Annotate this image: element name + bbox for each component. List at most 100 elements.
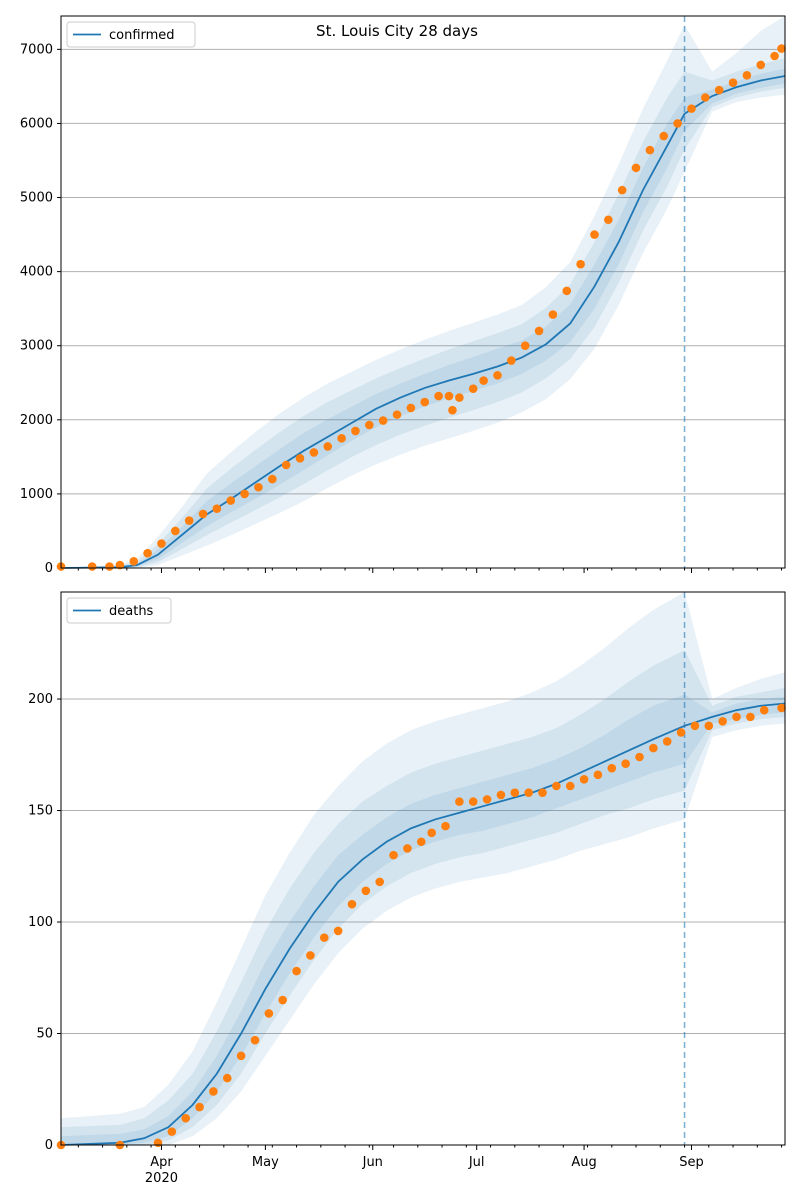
observed-point [690, 721, 700, 731]
axes-frame [60, 591, 786, 1146]
observed-point [468, 384, 478, 393]
observed-point [579, 775, 589, 784]
observed-point [406, 403, 416, 413]
y-tick-label: 0 [45, 1138, 53, 1153]
y-tick-label: 7000 [20, 42, 53, 57]
observed-point [718, 717, 727, 726]
observed-point [565, 781, 575, 791]
y-tick-label: 0 [45, 561, 53, 576]
observed-point [631, 163, 641, 173]
observed-point [468, 797, 478, 806]
observed-point [617, 185, 627, 195]
observed-point [676, 728, 686, 737]
observed-point [746, 712, 755, 722]
y-tick-label: 1000 [20, 487, 53, 502]
observed-point [548, 310, 558, 319]
observed-point [181, 1113, 191, 1123]
observed-point [226, 496, 236, 505]
observed-point [493, 371, 502, 380]
observed-point [351, 426, 360, 436]
observed-point [649, 743, 658, 753]
observed-point [496, 790, 506, 800]
legend-box [66, 21, 196, 48]
observed-point [309, 448, 319, 457]
observed-point [444, 391, 454, 401]
y-tick-label: 2000 [20, 413, 53, 428]
observed-point [455, 393, 464, 402]
observed-point [268, 474, 277, 484]
x-tick-label: Aug [571, 1155, 596, 1170]
observed-point [361, 886, 371, 896]
observed-point [732, 712, 741, 722]
observed-point [240, 489, 249, 499]
observed-point [129, 557, 139, 566]
deaths-model-line [60, 702, 786, 1146]
observed-point [482, 795, 492, 804]
observed-point [427, 828, 436, 838]
observed-point [441, 821, 450, 831]
observed-point [759, 705, 769, 715]
y-tick-label: 4000 [20, 265, 53, 280]
observed-point [250, 1035, 260, 1045]
observed-point [659, 131, 669, 141]
observed-point [576, 259, 585, 269]
legend-box [66, 597, 172, 624]
observed-point [403, 844, 412, 853]
observed-point [295, 454, 305, 463]
y-tick-label: 5000 [20, 191, 53, 206]
observed-point [777, 703, 786, 713]
observed-point [590, 230, 599, 239]
observed-point [264, 1009, 274, 1018]
observed-point [198, 509, 208, 519]
axes-frame [60, 15, 786, 569]
observed-point [292, 966, 301, 976]
legend: confirmed [66, 21, 196, 48]
observed-point [607, 763, 617, 773]
y-tick-label: 150 [28, 804, 53, 819]
observed-point [143, 548, 152, 558]
confirmed-panel: 0 1000 2000 3000 4000 5000 6000 7000 confirmed [20, 15, 786, 576]
legend-label: deaths [109, 604, 154, 619]
observed-point [236, 1051, 246, 1061]
observed-point [365, 420, 374, 430]
figure-title: St. Louis City 28 days [316, 22, 478, 40]
x-tick-label: Apr [150, 1155, 173, 1170]
observed-point [562, 286, 572, 296]
observed-point [375, 877, 384, 887]
y-tick-label: 50 [36, 1027, 53, 1042]
observed-point [184, 516, 194, 525]
observed-point [212, 504, 222, 514]
observed-point [701, 93, 710, 102]
legend-label: confirmed [109, 28, 175, 43]
observed-point [662, 737, 672, 746]
observed-point [635, 752, 644, 762]
observed-point [115, 560, 125, 570]
observed-point [337, 434, 346, 443]
observed-point [195, 1102, 204, 1112]
y-tick-label: 100 [28, 915, 53, 930]
observed-point [448, 405, 457, 415]
observed-point [510, 788, 520, 797]
observed-point [534, 326, 544, 336]
uncertainty-band [61, 649, 785, 1145]
observed-point [157, 539, 166, 548]
y-tick-label: 6000 [20, 116, 53, 131]
x-tick-label: Sep [679, 1155, 704, 1170]
legend: deaths [66, 597, 172, 624]
x-tick-label: Jun [362, 1155, 383, 1170]
observed-point [420, 397, 430, 407]
observed-point [593, 770, 603, 780]
observed-point [167, 1127, 177, 1136]
observed-point [389, 850, 398, 860]
observed-point [171, 526, 180, 536]
observed-point [306, 951, 315, 960]
observed-point [552, 781, 561, 791]
observed-point [728, 78, 738, 87]
observed-point [520, 341, 530, 351]
observed-point [105, 562, 114, 571]
x-tick-label: Jul [468, 1155, 485, 1170]
observed-point [254, 482, 263, 492]
observed-point [347, 899, 357, 909]
observed-point [742, 70, 752, 80]
